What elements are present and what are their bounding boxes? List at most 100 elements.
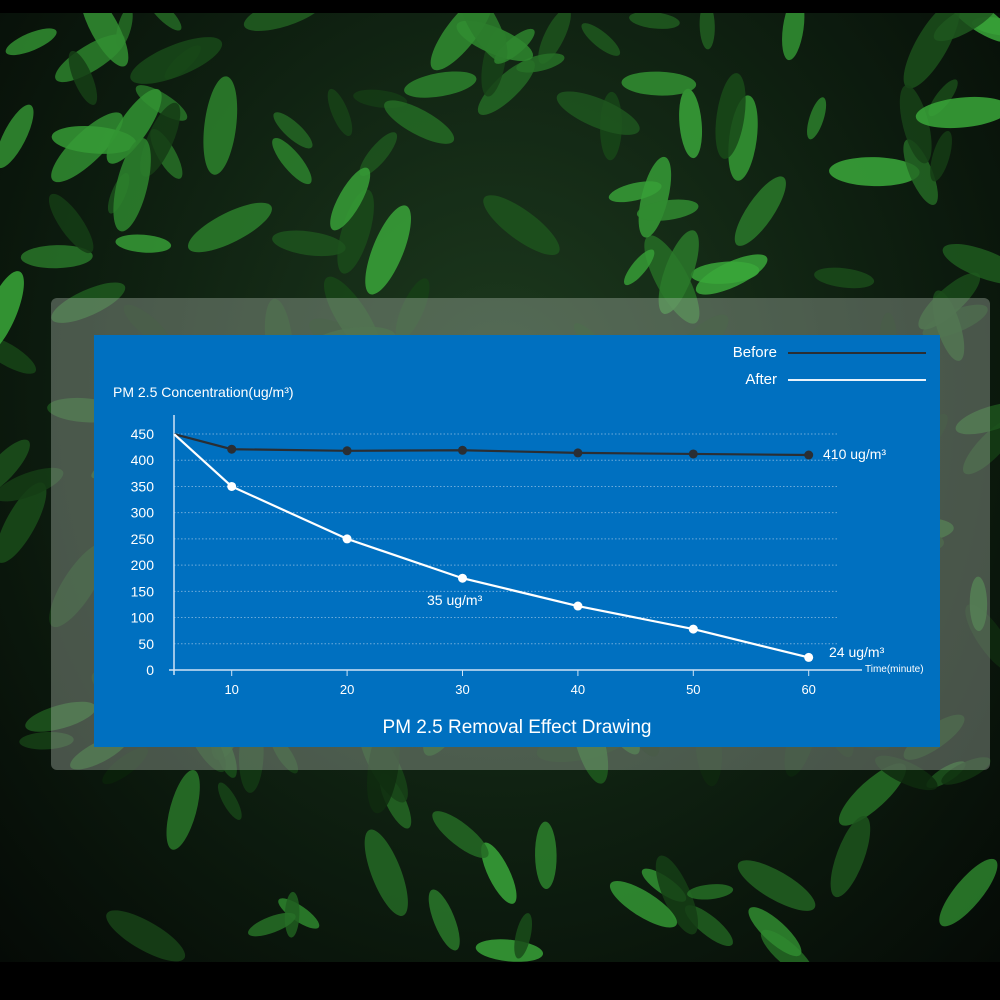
y-tick-label: 300 [131,505,155,521]
data-point-before [342,446,352,456]
y-tick-label: 450 [131,426,155,442]
leaf [330,167,371,231]
leaf [942,243,1000,285]
data-point-after [227,481,237,491]
series-line-after [173,433,809,659]
leaf [0,335,37,374]
y-tick-label: 250 [131,531,155,547]
y-tick-label: 100 [131,610,155,626]
leaf [838,763,906,826]
leaf [939,858,998,927]
leaf [188,202,272,253]
leaf [5,28,57,56]
leaf [327,88,353,136]
leaf [115,234,172,253]
leaf [166,770,200,850]
leaf [516,53,565,73]
leaf [0,439,30,497]
series-line-before [173,432,809,457]
leaf [19,731,74,750]
leaf [629,11,680,29]
leaf [0,482,47,563]
leaf [0,104,34,169]
chart-title: PM 2.5 Removal Effect Drawing [383,717,652,738]
data-annotation: 35 ug/m³ [427,592,483,608]
leaf [734,176,786,246]
legend-label-after: After [745,371,777,388]
x-tick-label: 30 [455,682,469,697]
chart-card: PM 2.5 Concentration(ug/m³) Time(minute)… [94,335,940,747]
data-annotation: 24 ug/m³ [829,644,885,660]
leaf [359,132,398,177]
leaf [248,912,296,937]
leaf [609,881,677,928]
leaf [102,747,148,785]
leaf [932,290,965,361]
leaf [106,88,162,164]
leaf [655,855,699,935]
x-tick-label: 60 [801,682,815,697]
leaf [782,0,805,61]
leaf [699,2,715,50]
leaf [404,71,477,98]
leaf [636,199,699,221]
leaf [147,0,182,31]
leaf [25,701,96,732]
leaf [164,45,202,80]
x-axis-label: Time(minute) [865,664,924,675]
leaf [581,23,621,56]
leaf [514,913,533,959]
leaf [384,100,455,144]
leaf [273,112,313,149]
leaf [0,467,64,502]
x-tick-label: 50 [686,682,700,697]
leaf [365,205,412,295]
leaf [364,829,408,916]
leaf [903,139,938,205]
data-point-before [227,444,237,454]
leaf [687,884,734,900]
leaf [106,910,186,962]
leaf [483,195,560,256]
leaf [899,85,932,164]
leaf [49,543,108,628]
leaf [715,73,746,159]
line-chart: PM 2.5 Concentration(ug/m³) Time(minute)… [113,344,926,738]
leaf [477,60,535,115]
leaf [807,97,827,140]
y-tick-label: 150 [131,583,155,599]
y-tick-label: 400 [131,452,155,468]
legend-label-before: Before [733,344,777,361]
x-tick-label: 10 [224,682,238,697]
leaf [68,50,98,105]
leaf [814,267,875,289]
y-axis-label: PM 2.5 Concentration(ug/m³) [113,384,294,400]
leaf [658,230,699,315]
x-tick-label: 20 [340,682,354,697]
leaf [475,939,544,962]
leaf [623,249,655,286]
leaf [955,402,1000,435]
y-tick-label: 350 [131,478,155,494]
leaf [395,278,430,341]
leaf [690,261,760,284]
data-point-after [458,573,467,583]
leaf [337,189,374,274]
data-point-before [458,445,467,455]
leaf [535,821,557,889]
leaf [51,282,126,323]
leaf [243,0,324,32]
data-point-after [804,652,814,662]
data-point-after [573,601,583,611]
leaf [217,782,242,820]
leaf [0,271,24,355]
leaf [608,181,662,203]
leaf [941,757,991,785]
leaf [679,88,703,159]
leaf [915,96,1000,129]
leaf [829,157,920,187]
leaf [963,417,1000,475]
data-point-after [342,534,352,544]
y-tick-label: 50 [138,636,154,652]
data-annotation: 410 ug/m³ [823,446,886,462]
